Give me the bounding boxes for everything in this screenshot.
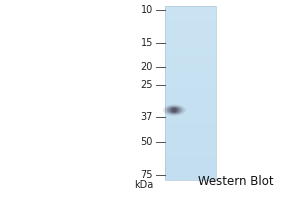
Bar [165, 75, 216, 78]
Bar [165, 177, 216, 180]
Ellipse shape [167, 106, 181, 114]
Bar [165, 25, 216, 28]
Ellipse shape [163, 105, 186, 116]
Bar [165, 58, 216, 60]
Bar [165, 164, 216, 167]
Bar [165, 162, 216, 165]
Bar [165, 106, 216, 108]
Bar [165, 69, 216, 71]
Bar [165, 136, 216, 139]
Ellipse shape [172, 108, 176, 112]
Bar [165, 60, 216, 63]
Bar [165, 151, 216, 154]
Bar [165, 171, 216, 173]
Bar [165, 34, 216, 36]
Bar [165, 143, 216, 145]
Text: 15: 15 [141, 38, 153, 48]
Bar [165, 114, 216, 117]
Bar [165, 132, 216, 134]
Bar [165, 138, 216, 141]
Bar [165, 64, 216, 67]
Bar [165, 45, 216, 47]
Bar [165, 119, 216, 121]
Bar [165, 134, 216, 136]
Bar [165, 71, 216, 73]
Text: kDa: kDa [134, 180, 153, 190]
Bar [165, 62, 216, 65]
Bar [165, 77, 216, 80]
Bar [165, 86, 216, 89]
Ellipse shape [165, 106, 183, 115]
Bar [165, 130, 216, 132]
Bar [165, 90, 216, 93]
Bar [165, 125, 216, 128]
Bar [165, 6, 216, 8]
Bar [165, 127, 216, 130]
Bar [165, 112, 216, 115]
Bar [165, 53, 216, 56]
Text: 25: 25 [140, 80, 153, 90]
Bar [165, 49, 216, 52]
Bar [165, 12, 216, 15]
Bar [165, 51, 216, 54]
Bar [165, 154, 216, 156]
Text: 10: 10 [141, 5, 153, 15]
Bar [165, 121, 216, 123]
Bar [165, 47, 216, 49]
Bar [165, 30, 216, 32]
Text: 75: 75 [140, 170, 153, 180]
Bar [165, 101, 216, 104]
Bar [165, 149, 216, 152]
Bar [165, 123, 216, 126]
Bar [165, 160, 216, 163]
Bar [165, 99, 216, 102]
Bar [165, 95, 216, 97]
Bar [165, 103, 216, 106]
Bar [165, 88, 216, 91]
Bar [165, 108, 216, 110]
Bar [165, 19, 216, 21]
Bar [165, 38, 216, 41]
Text: 37: 37 [141, 112, 153, 122]
Bar [165, 36, 216, 39]
Bar [165, 158, 216, 160]
Bar [165, 147, 216, 150]
Bar [165, 156, 216, 158]
Bar [165, 10, 216, 13]
Text: Western Blot: Western Blot [198, 175, 273, 188]
Bar [165, 6, 216, 180]
Text: 50: 50 [141, 137, 153, 147]
Bar [165, 67, 216, 69]
Bar [165, 73, 216, 76]
Bar [165, 93, 216, 95]
Bar [165, 175, 216, 178]
Bar [165, 167, 216, 169]
Bar [165, 84, 216, 86]
Bar [165, 140, 216, 143]
Bar [165, 43, 216, 45]
Bar [165, 23, 216, 26]
Bar [165, 40, 216, 43]
Ellipse shape [170, 107, 178, 113]
Bar [165, 27, 216, 30]
Bar [165, 14, 216, 17]
Bar [165, 173, 216, 176]
Bar [165, 97, 216, 100]
Text: 20: 20 [141, 62, 153, 72]
Bar [165, 8, 216, 10]
Bar [165, 169, 216, 171]
Bar [165, 110, 216, 113]
Bar [165, 32, 216, 34]
Bar [165, 21, 216, 23]
Bar [165, 82, 216, 84]
Bar [165, 16, 216, 19]
Bar [165, 56, 216, 58]
Bar [165, 80, 216, 82]
Bar [165, 117, 216, 119]
Bar [165, 145, 216, 147]
